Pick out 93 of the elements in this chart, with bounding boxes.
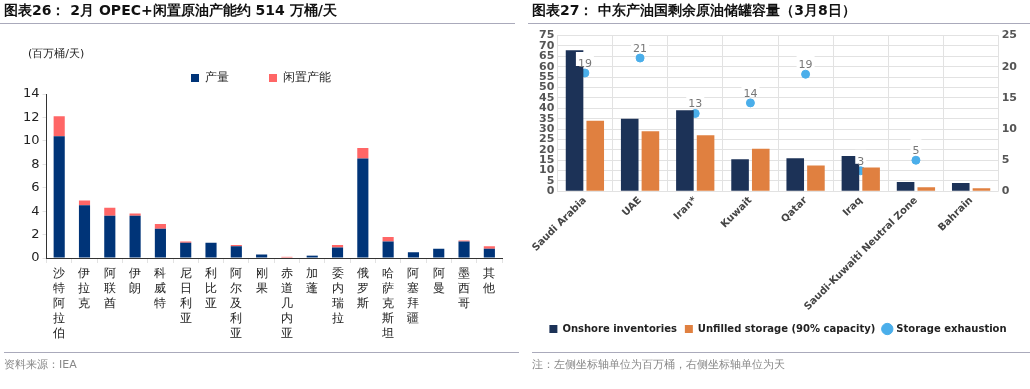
y-tick-label: 4 xyxy=(31,202,40,218)
bar xyxy=(205,242,217,258)
bar xyxy=(731,159,749,191)
x-tick-label: 赤道几内亚 xyxy=(280,265,293,340)
bar xyxy=(696,135,715,191)
bar xyxy=(331,247,344,258)
y-tick-label: 55 xyxy=(539,70,555,83)
bar xyxy=(180,242,192,258)
x-tick-label: 阿尔及利亚 xyxy=(230,265,243,340)
chart-title: 图表27： 中东产油国剩余原油储罐容量（3月8日） xyxy=(528,0,1030,24)
legend-label: Onshore inventories xyxy=(562,322,677,334)
bar xyxy=(357,158,369,258)
x-tick-label: 科威特 xyxy=(154,265,167,310)
y-tick-label: 8 xyxy=(31,155,40,171)
bar xyxy=(230,246,242,258)
data-label: 14 xyxy=(743,86,758,100)
y2-tick-label: 25 xyxy=(1001,28,1017,42)
point xyxy=(801,69,811,79)
bar xyxy=(807,165,825,191)
x-tick-label: 阿塞拜疆 xyxy=(407,265,420,325)
bar xyxy=(154,224,166,229)
x-tick-label: 尼日利亚 xyxy=(179,265,192,325)
x-tick-label: 阿联酋 xyxy=(103,265,116,310)
bar xyxy=(483,246,495,249)
y-tick-label: 14 xyxy=(23,85,40,101)
bar xyxy=(458,241,470,258)
x-tick-label: 利比亚 xyxy=(205,265,218,310)
bar xyxy=(104,207,116,216)
legend-label: 产量 xyxy=(205,70,229,85)
x-tick-label: 加蓬 xyxy=(306,265,319,295)
point xyxy=(635,53,645,63)
legend-label: Unfilled storage (90% capacity) xyxy=(697,322,876,334)
x-tick-label: 委内瑞拉 xyxy=(331,265,344,325)
bar xyxy=(104,215,116,258)
bar xyxy=(951,183,970,191)
y-tick-label: 2 xyxy=(31,225,40,241)
point xyxy=(745,98,755,108)
bar xyxy=(896,182,915,191)
data-label: 19 xyxy=(798,58,813,72)
x-tick-label: 阿曼 xyxy=(432,265,445,295)
bar xyxy=(129,215,141,258)
text: 资料来源：IEA xyxy=(4,352,519,372)
point xyxy=(911,155,921,165)
text: 注：左侧坐标轴单位为百万桶，右侧坐标轴单位为天 xyxy=(532,352,1030,372)
bar xyxy=(129,213,141,216)
bar xyxy=(917,187,936,191)
y-tick-label: 6 xyxy=(31,179,40,195)
bar xyxy=(256,254,268,258)
data-label: 19 xyxy=(577,56,592,70)
legend-label: 闲置产能 xyxy=(283,70,331,85)
y-tick-label: 0 xyxy=(546,184,555,198)
bar xyxy=(407,252,420,258)
x-tick-label: 伊拉克 xyxy=(78,265,91,310)
x-tick-label: 哈萨克斯坦 xyxy=(381,265,395,340)
y-tick-label: 12 xyxy=(23,108,40,124)
bar xyxy=(78,205,91,258)
bar xyxy=(483,248,495,258)
y-tick-label: 0 xyxy=(31,249,40,265)
y2-tick-label: 0 xyxy=(1001,184,1010,198)
bar xyxy=(641,131,660,191)
x-tick-label: 刚果 xyxy=(255,265,268,295)
x-tick-label: 其他 xyxy=(483,265,496,295)
bar xyxy=(841,156,860,191)
y2-tick-label: 10 xyxy=(1001,121,1018,135)
bar xyxy=(53,116,65,137)
bar xyxy=(620,118,639,191)
data-label: 13 xyxy=(688,97,703,111)
bar xyxy=(53,136,65,258)
bar xyxy=(433,248,445,258)
chart-title: 图表26： 2月 OPEC+闲置原油产能约 514 万桶/天 xyxy=(0,0,515,24)
bar xyxy=(154,228,166,258)
bar xyxy=(382,241,394,258)
bar xyxy=(676,110,694,191)
x-tick-label: 伊朗 xyxy=(129,265,142,295)
bar xyxy=(862,167,880,191)
bar xyxy=(786,158,805,191)
data-label: 21 xyxy=(633,41,648,55)
y2-tick-label: 20 xyxy=(1001,59,1018,73)
y2-tick-label: 5 xyxy=(1001,153,1010,167)
bar xyxy=(972,188,991,191)
x-tick-label: 俄罗斯 xyxy=(356,265,369,310)
bar xyxy=(382,236,394,242)
legend-label: Storage exhaustion xyxy=(896,322,1007,334)
bar xyxy=(751,148,770,191)
y-tick-label: 10 xyxy=(23,132,40,148)
data-label: 3 xyxy=(857,154,865,168)
data-label: 5 xyxy=(912,144,920,158)
x-tick-label: 沙特阿拉伯 xyxy=(52,265,66,340)
y-axis-title: (百万桶/天) xyxy=(28,46,85,61)
x-tick-label: 墨西哥 xyxy=(458,265,471,310)
y2-tick-label: 15 xyxy=(1001,90,1017,104)
bar xyxy=(586,120,605,191)
bar xyxy=(357,147,369,159)
